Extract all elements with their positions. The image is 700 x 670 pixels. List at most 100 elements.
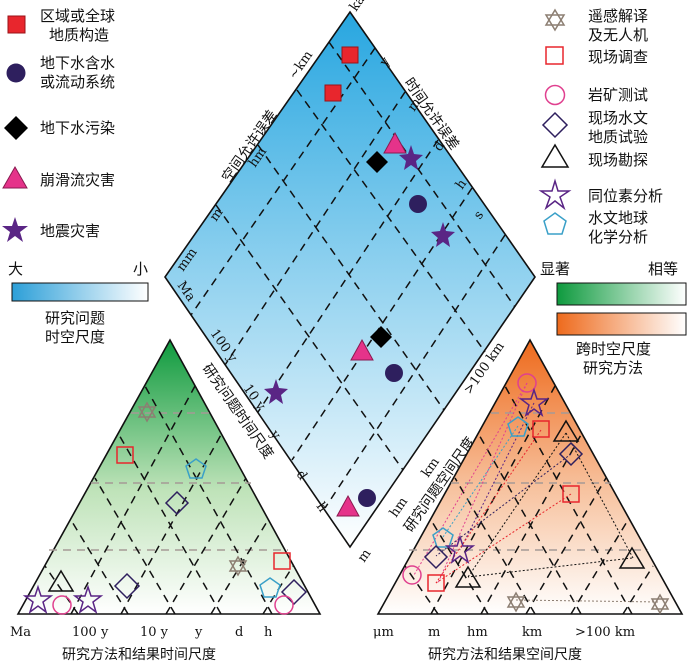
legend-pink-triangle: [2, 165, 28, 189]
marker-cyan-pentagon-open: [185, 458, 207, 479]
legend-gradient-caption-2: 研究方法: [583, 359, 643, 377]
bottom-right-tick-m: m: [428, 625, 440, 640]
diamond-grid-line: [190, 47, 376, 316]
marker-purple-star-open: [518, 387, 550, 417]
legend-label-earthquake: 地震灾害: [40, 222, 100, 240]
connector-line: [459, 402, 535, 551]
marker-taupe-hexagram: [650, 598, 670, 615]
marker-black-diamond: [370, 326, 392, 348]
marker-black-triangle-open: [454, 565, 482, 588]
legend-gradient-right-label: 小: [133, 260, 148, 278]
marker-black-diamond: [366, 151, 388, 173]
triangle-right-grid: [525, 477, 607, 615]
diamond-grid-line: [215, 204, 404, 471]
marker-red-square: [324, 84, 342, 102]
marker-purple-diamond-open: [558, 441, 584, 467]
legend-green-gradient-bar: [556, 282, 687, 306]
marker-pink-triangle: [383, 131, 407, 154]
triangle-right-grid: [570, 519, 629, 615]
marker-navy-circle: [358, 489, 376, 507]
legend-purple-star: [2, 217, 28, 242]
marker-magenta-circle-open: [274, 595, 294, 615]
marker-purple-star: [264, 379, 288, 404]
bottom-left-tick-h: h: [264, 625, 273, 640]
legend-gradient-caption-1: 跨时空尺度: [576, 340, 651, 358]
legend-label-groundwater-2: 或流动系统: [40, 73, 115, 91]
triangle-right-grid: [454, 477, 536, 615]
bottom-left-tick-10y: 10 y: [140, 625, 169, 640]
diamond-grid-line: [324, 234, 506, 509]
bottom-left-triangle: Ma 100 y 10 y y d h 研究方法和结果时间尺度: [10, 338, 322, 663]
marker-taupe-hexagram: [506, 596, 526, 613]
legend-label-remote-sensing-2: 及无人机: [588, 26, 648, 44]
marker-purple-star-open: [72, 584, 104, 614]
legend-purple-diamond-open: [541, 111, 569, 139]
marker-cyan-pentagon-open: [507, 416, 529, 437]
marker-taupe-hexagram: [228, 555, 248, 572]
legend-label-tectonics-2: 地质构造: [49, 26, 109, 44]
marker-purple-diamond-open: [113, 572, 141, 600]
legend-gradient-left-label: 大: [8, 260, 23, 278]
marker-taupe-hexagram: [137, 401, 157, 418]
marker-purple-star-open: [22, 584, 54, 614]
bottom-right-tick-100km: >100 km: [575, 625, 635, 640]
triangle-right-grid: [622, 565, 654, 615]
legend-gradient-caption-1: 研究问题: [45, 309, 105, 327]
triangle-left-markers: [22, 401, 308, 615]
marker-cyan-pentagon-open: [259, 577, 281, 598]
connector-line: [435, 453, 572, 557]
bottom-right-title: 研究方法和结果空间尺度: [428, 647, 582, 663]
marker-taupe-hexagram: [137, 406, 157, 423]
marker-black-triangle-open: [552, 419, 580, 442]
triangle-right-grid: [504, 385, 633, 615]
marker-magenta-circle-open: [52, 595, 72, 615]
triangle-right-markers: [402, 373, 670, 615]
diamond-grid-line: [328, 41, 516, 308]
triangle-left-grid: [70, 385, 196, 615]
legend-red-square-open: [545, 46, 564, 65]
triangle-right-connectors: [413, 382, 661, 603]
triangle-left-grid: [210, 519, 269, 615]
connector-line: [435, 429, 542, 584]
bottom-right-triangle: μm m hm km >100 km 研究方法和结果空间尺度: [373, 338, 684, 663]
connector-line: [413, 382, 528, 576]
marker-red-square: [341, 46, 359, 64]
bottom-right-tick-um: μm: [373, 625, 394, 640]
legend-navy-circle: [6, 63, 26, 83]
legend-red-square: [7, 15, 26, 34]
marker-pink-triangle: [350, 338, 374, 361]
marker-pink-triangle: [336, 494, 360, 517]
legend-label-hydro-test-2: 地质试验: [588, 128, 648, 146]
marker-red-square-open: [427, 574, 445, 592]
diamond-body: [164, 10, 536, 549]
marker-taupe-hexagram: [506, 591, 526, 608]
marker-red-square-open: [273, 552, 291, 570]
legend-gradient-significant: 显著: [540, 260, 570, 278]
central-diamond: [164, 10, 536, 549]
legend-label-pollution: 地下水污染: [40, 119, 115, 137]
legend-label-rock-test: 岩矿测试: [588, 86, 648, 104]
tick-label-m-lower: m: [355, 547, 374, 566]
marker-red-square-open: [116, 446, 134, 464]
triangle-left-body: [16, 338, 322, 615]
diamond-grid-line: [257, 139, 439, 413]
legend-orange-gradient-bar: [556, 312, 687, 336]
legend-blue-gradient-bar: [11, 282, 149, 302]
legend-gradient-caption-2: 时空尺度: [45, 328, 105, 346]
triangle-right-grid: [480, 432, 583, 615]
triangle-right-grid: [477, 432, 582, 615]
bottom-left-tick-100y: 100 y: [72, 625, 109, 640]
connector-line: [467, 432, 567, 578]
marker-purple-star: [431, 222, 455, 247]
marker-taupe-hexagram: [650, 593, 670, 610]
legend-label-isotope: 同位素分析: [588, 187, 663, 205]
marker-black-triangle-open: [618, 546, 646, 569]
triangle-right-grid: [404, 565, 439, 615]
legend-black-diamond: [4, 116, 28, 140]
diamond-grid-line: [257, 144, 445, 411]
right-legend: 遥感解译 及无人机 现场调查 岩矿测试 现场水文 地质试验 现场勘探 同位素分析…: [538, 7, 687, 377]
triangle-left-grid: [165, 477, 247, 615]
connector-line: [515, 599, 661, 603]
marker-taupe-hexagram: [228, 560, 248, 577]
